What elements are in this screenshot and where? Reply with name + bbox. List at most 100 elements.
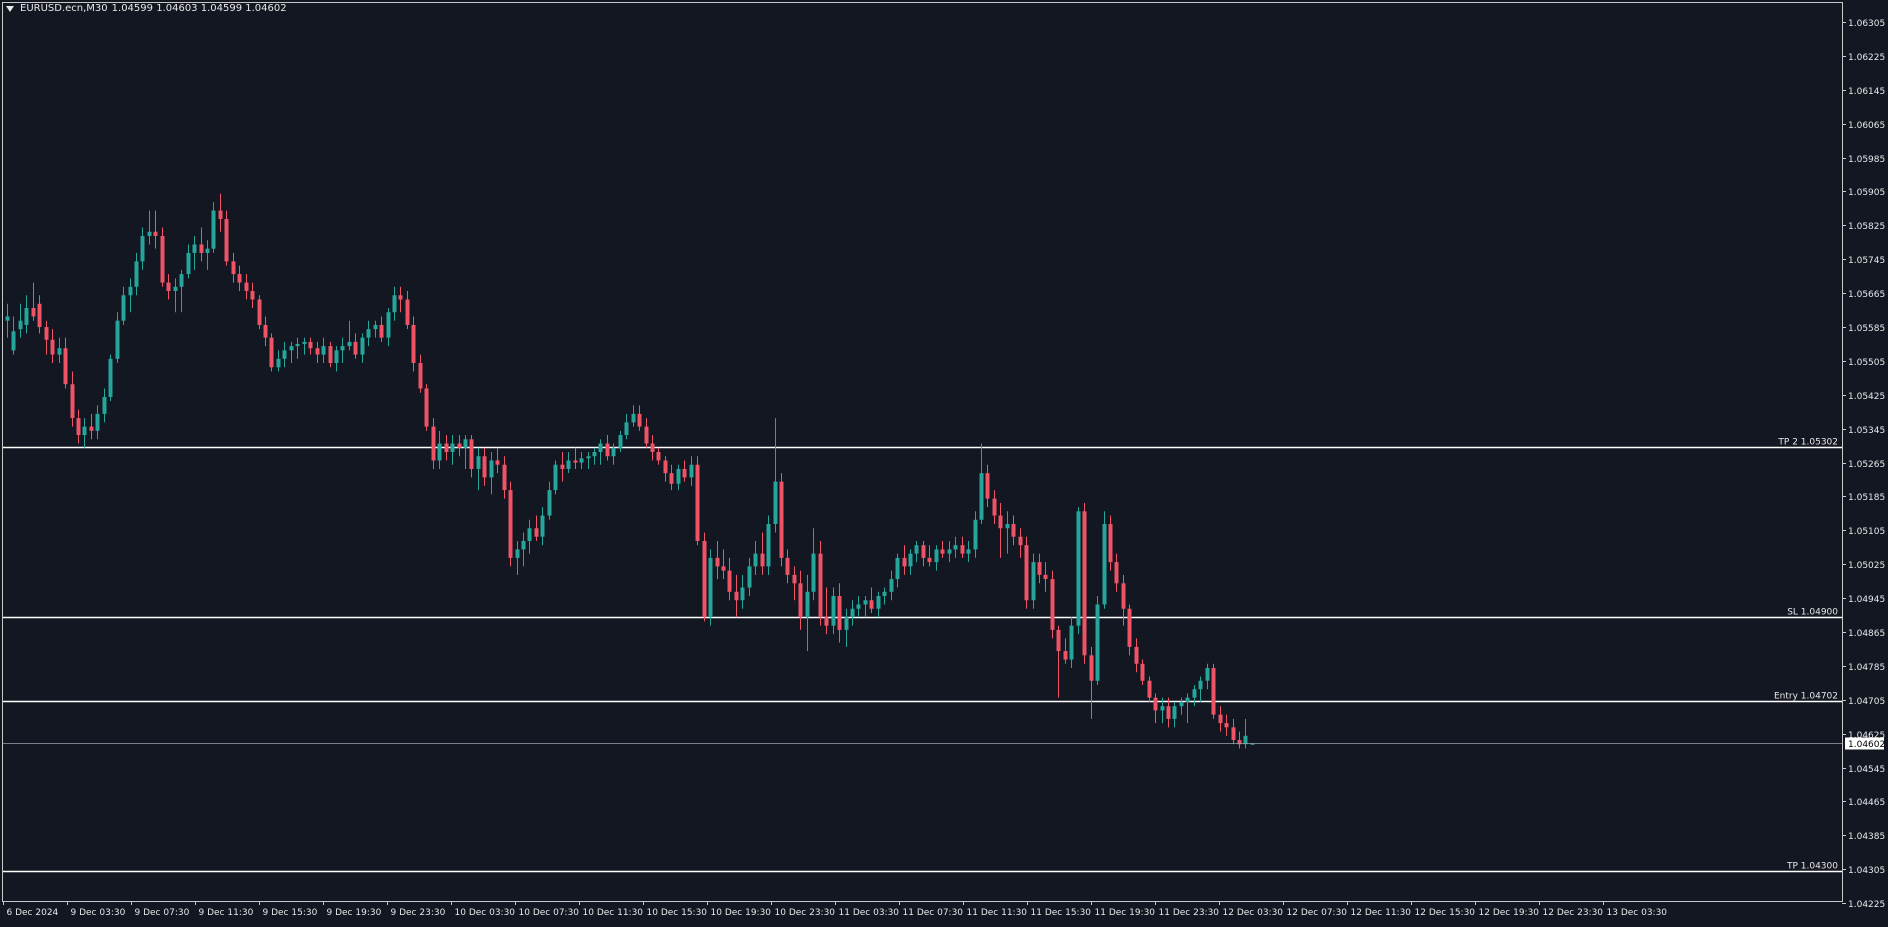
candle-body xyxy=(592,452,597,457)
time-tick-label: 9 Dec 19:30 xyxy=(327,908,382,918)
candle-body xyxy=(1237,740,1242,745)
candle-body xyxy=(798,583,803,618)
candle-body xyxy=(1024,545,1029,601)
candle-body xyxy=(1011,524,1016,537)
candle-body xyxy=(289,346,294,351)
candle-body xyxy=(579,458,584,463)
candle-body xyxy=(166,282,171,292)
candle-body xyxy=(1005,524,1010,529)
candle-body xyxy=(231,261,236,275)
price-axis[interactable]: 1.06305 1.06225 1.06145 1.06065 1.05985 1.059… xyxy=(1842,19,1885,910)
levels-layer: TP 2 1.05302 SL 1.04900 Entry 1.04702 TP 1.… xyxy=(3,438,1842,873)
candle-body xyxy=(398,295,403,300)
candle-body xyxy=(663,460,668,474)
level-label: TP 1.04300 xyxy=(1786,862,1838,872)
price-tick-label: 1.04225 xyxy=(1848,900,1885,910)
candle-body xyxy=(605,443,610,457)
price-tick-label: 1.05825 xyxy=(1848,222,1885,232)
candle-body xyxy=(573,460,578,463)
time-tick-label: 10 Dec 07:30 xyxy=(519,908,580,918)
candle-body xyxy=(1114,562,1119,584)
candle-body xyxy=(708,557,713,618)
time-tick-label: 12 Dec 23:30 xyxy=(1543,908,1604,918)
price-tick-label: 1.04865 xyxy=(1848,629,1885,639)
candle-body xyxy=(1076,511,1081,626)
time-tick-label: 11 Dec 15:30 xyxy=(1031,908,1092,918)
candle-body xyxy=(927,557,932,563)
candle-body xyxy=(1082,511,1087,656)
candle-body xyxy=(295,343,300,347)
candle-body xyxy=(553,464,558,491)
candle-body xyxy=(844,617,849,630)
candle-body xyxy=(727,570,732,592)
candle-body xyxy=(237,274,242,283)
price-tick-label: 1.06305 xyxy=(1848,19,1885,29)
candle-body xyxy=(11,331,16,351)
candle-body xyxy=(153,231,158,236)
candle-body xyxy=(624,422,629,436)
candle-body xyxy=(811,553,816,592)
candle-body xyxy=(70,384,75,419)
time-tick-label: 13 Dec 03:30 xyxy=(1607,908,1668,918)
candle-body xyxy=(18,320,23,330)
time-tick-label: 11 Dec 11:30 xyxy=(967,908,1028,918)
candle-body xyxy=(837,596,842,630)
candle-body xyxy=(199,244,204,253)
price-tick-label: 1.05745 xyxy=(1848,256,1885,266)
candle-body xyxy=(1134,646,1139,664)
candle-body xyxy=(276,358,281,368)
candle-body xyxy=(489,460,494,478)
candle-body xyxy=(115,320,120,359)
candle-body xyxy=(134,261,139,287)
candle-body xyxy=(1063,651,1068,660)
candle-body xyxy=(340,346,345,351)
candle-body xyxy=(211,210,216,249)
candle-body xyxy=(973,519,978,550)
candle-body xyxy=(63,348,68,385)
candle-body xyxy=(792,574,797,584)
candle-body xyxy=(740,587,745,601)
candle-body xyxy=(889,579,894,592)
candle-body xyxy=(1160,706,1165,711)
candle-body xyxy=(515,549,520,558)
plot-frame xyxy=(2,2,1843,902)
candle-body xyxy=(527,528,532,541)
dropdown-triangle-icon[interactable] xyxy=(6,5,14,12)
candle-body xyxy=(418,363,423,389)
candle-body xyxy=(715,557,720,567)
candle-body xyxy=(431,426,436,461)
ohlc-label: 1.04599 1.04603 1.04599 1.04602 xyxy=(111,3,287,14)
time-tick-label: 10 Dec 19:30 xyxy=(711,908,772,918)
candle-body xyxy=(1050,579,1055,630)
candle-body xyxy=(366,329,371,338)
candle-body xyxy=(1153,697,1158,711)
time-tick-label: 9 Dec 11:30 xyxy=(199,908,254,918)
candle-body xyxy=(547,490,552,516)
candle-body xyxy=(753,553,758,567)
candle-body xyxy=(734,591,739,601)
candle-body xyxy=(586,456,591,459)
candle-body xyxy=(179,274,184,287)
time-tick-label: 10 Dec 11:30 xyxy=(583,908,644,918)
price-tick-label: 1.05905 xyxy=(1848,188,1885,198)
candle-body xyxy=(702,540,707,618)
candle-body xyxy=(250,291,255,300)
candle-body xyxy=(457,443,462,448)
level-label: TP 2 1.05302 xyxy=(1777,438,1838,448)
candle-body xyxy=(1185,697,1190,702)
candle-body xyxy=(992,498,997,516)
candle-body xyxy=(469,439,474,469)
candle-body xyxy=(282,350,287,359)
candle-body xyxy=(1037,562,1042,575)
candle-body xyxy=(308,341,313,349)
candle-body xyxy=(669,473,674,484)
candle-body xyxy=(618,435,623,448)
candle-body xyxy=(824,617,829,626)
candle-body xyxy=(1179,701,1184,707)
candle-body xyxy=(463,439,468,448)
candle-body xyxy=(302,341,307,344)
candle-body xyxy=(1056,629,1061,652)
time-axis[interactable]: 6 Dec 2024 9 Dec 03:30 9 Dec 07:30 9 Dec 11… xyxy=(3,901,1668,918)
